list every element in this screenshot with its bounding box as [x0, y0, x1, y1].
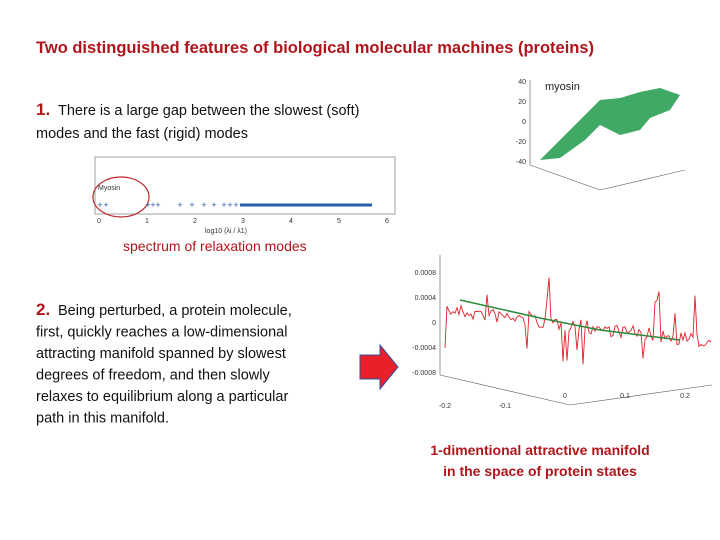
point-text: first, quickly reaches a low-­dimensiona…: [36, 325, 287, 341]
trajectory-cloud: [540, 88, 680, 160]
mode-marker: +: [145, 200, 150, 210]
spectrum-plot: Myosin log10 (λi / λ1) 0 1 2 3 4 5 6+ + + + + + + + + +…: [92, 156, 396, 235]
tick-label: 0.2: [680, 393, 690, 400]
tick-label: 0.0004: [415, 295, 437, 302]
tick-label: -40: [516, 159, 526, 166]
tick-label: -0.0008: [412, 370, 436, 377]
manifold-plot: 0.0008 0.0004 0 -0.0004 -0.0008 -0.2 -0.1 0 0.1 0…: [412, 255, 713, 410]
slide-title: Two distinguished features of biological…: [36, 39, 594, 57]
plot-label: myosin: [545, 81, 580, 93]
tick-label: 0.1: [620, 393, 630, 400]
point-text: attracting manifold spanned by slowest: [36, 346, 286, 362]
point-text: modes and the fast (rigid) modes: [36, 126, 248, 142]
tick-label: -0.2: [439, 403, 451, 410]
point-number: 2.: [36, 300, 50, 319]
mode-marker: +: [103, 200, 108, 210]
point-text-block: Being perturbed, a protein molecule, firs…: [36, 303, 292, 427]
trajectory: [444, 277, 712, 365]
mode-marker: +: [177, 200, 182, 210]
tick-label: 4: [289, 218, 293, 225]
point-text: There is a large gap between the slowest…: [58, 103, 359, 119]
mode-marker: +: [155, 200, 160, 210]
tick-label: -0.1: [499, 403, 511, 410]
tick-label: 0: [97, 218, 101, 225]
tick-label: 0.0008: [415, 270, 437, 277]
tick-label: -20: [516, 139, 526, 146]
tick-label: 40: [518, 79, 526, 86]
caption: spectrum of relaxation modes: [123, 238, 307, 254]
x-axis-label: log10 (λi / λ1): [205, 228, 247, 235]
mode-marker: +: [211, 200, 216, 210]
tick-label: 0: [522, 119, 526, 126]
tick-label: 6: [385, 218, 389, 225]
mode-marker: +: [201, 200, 206, 210]
mode-marker: +: [227, 200, 232, 210]
mode-marker: +: [97, 200, 102, 210]
axis: [439, 374, 571, 406]
tick-label: 3: [241, 218, 245, 225]
tick-label: 1: [145, 218, 149, 225]
tick-label: 2: [193, 218, 197, 225]
point-number: 1.: [36, 100, 50, 119]
point-text: relaxes to equilibrium along a particula…: [36, 389, 288, 405]
axis: [569, 384, 713, 406]
manifold-curve: [459, 299, 681, 341]
legend-label: Myosin: [98, 185, 120, 192]
caption: 1-dimentional attractive manifold: [430, 442, 649, 458]
mode-marker: +: [189, 200, 194, 210]
axis: [529, 164, 601, 191]
highlight-ellipse: [92, 176, 150, 218]
mode-marker: +: [221, 200, 226, 210]
tick-label: 0: [432, 320, 436, 327]
point-text: path in this manifold.: [36, 411, 169, 427]
arrow: [359, 343, 399, 391]
myosin-plot: myosin: [529, 80, 686, 191]
caption: in the space of protein states: [443, 463, 637, 479]
tick-label: 0: [563, 393, 567, 400]
point-text: Being perturbed, a protein molecule,: [58, 303, 292, 319]
axis: [599, 169, 686, 191]
point-text: degrees of freedom, and then slowly: [36, 368, 270, 384]
mode-marker: +: [150, 200, 155, 210]
tick-label: -0.0004: [412, 345, 436, 352]
tick-label: 20: [518, 99, 526, 106]
tick-label: 5: [337, 218, 341, 225]
mode-marker: +: [233, 200, 238, 210]
